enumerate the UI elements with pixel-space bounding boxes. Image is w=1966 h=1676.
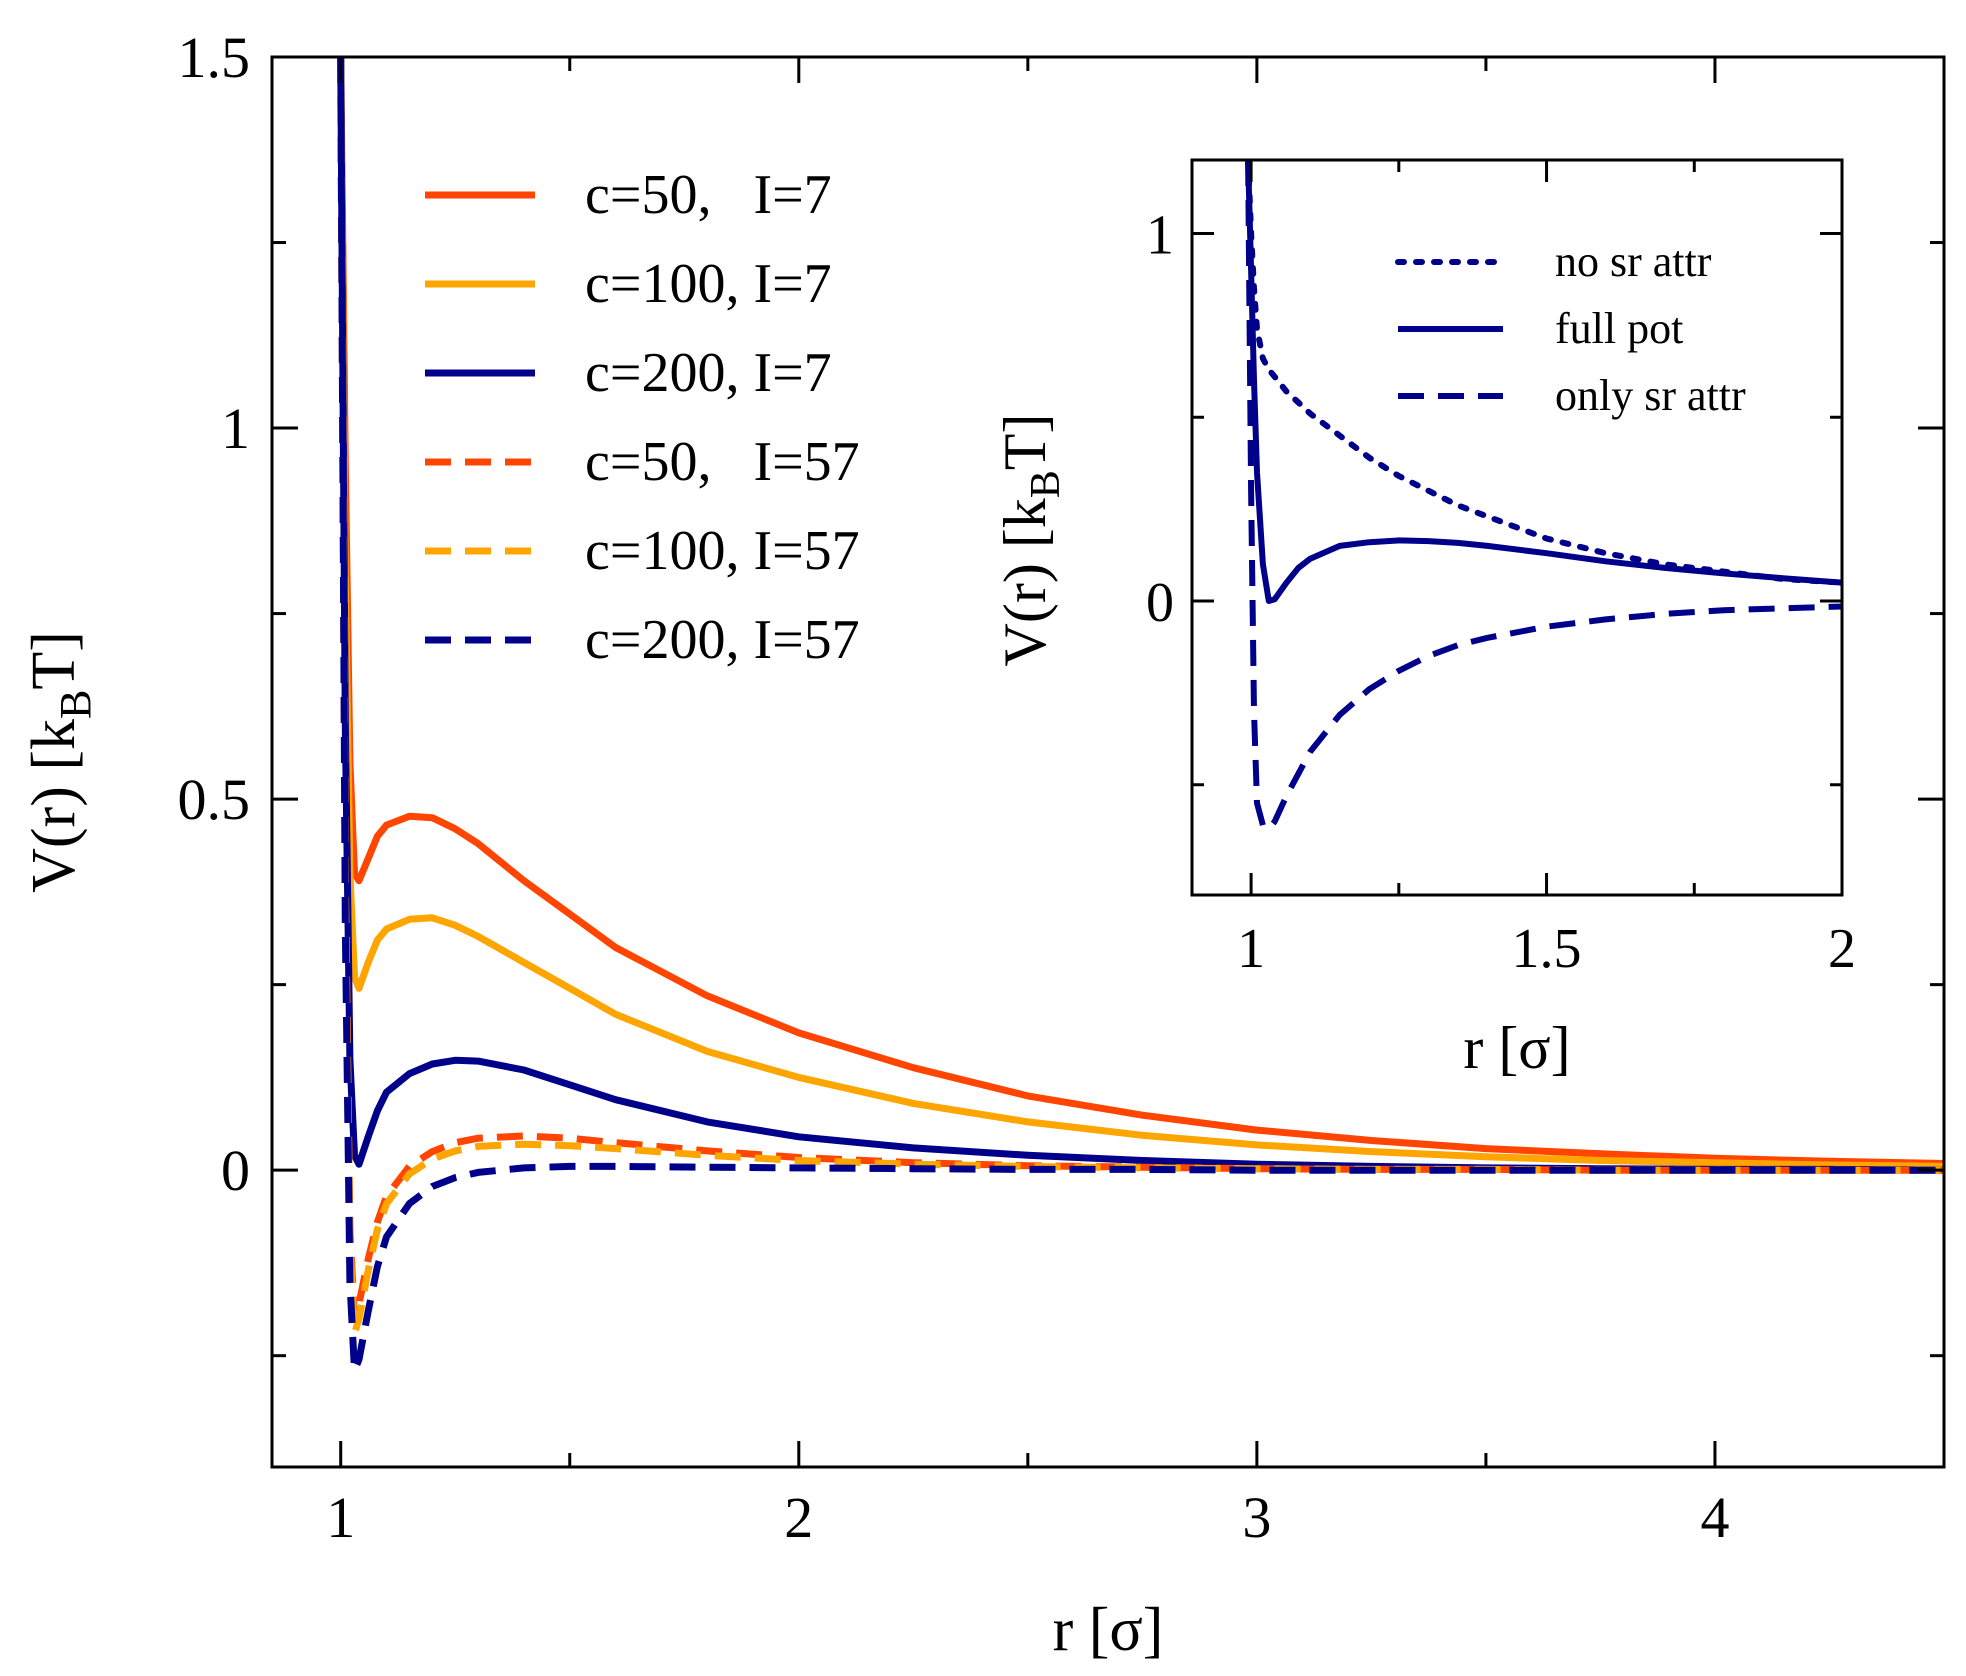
inset-y-tick-label: 0	[1146, 572, 1174, 634]
main-series-line-c-100-i-7	[337, 57, 1944, 1170]
main-legend-label-c-50-i-57: c=50, I=57	[585, 431, 860, 493]
main-legend-label-c-100-i-7: c=100, I=7	[585, 253, 832, 315]
main-x-tick-label: 2	[784, 1485, 813, 1550]
inset-legend-label-full-pot: full pot	[1555, 304, 1683, 353]
inset-x-tick-label: 1.5	[1512, 918, 1582, 980]
main-plot: 1 2 3 400.511.5 r [σ] V(r) [kBT] c=50, I=7c…	[20, 25, 1946, 1664]
main-tick-labels: 1 2 3 4 0 0.5 1 1.5	[178, 25, 1730, 1550]
inset-legend-label-only-sr-attr: only sr attr	[1555, 371, 1746, 420]
main-x-tick-label: 4	[1700, 1485, 1729, 1550]
main-legend-label-c-200-i-7: c=200, I=7	[585, 342, 832, 404]
main-x-tick-label: 1	[326, 1485, 355, 1550]
main-plot-frame	[270, 55, 1946, 1469]
main-series-line-c-50-i-7	[337, 57, 1944, 1167]
inset-series-line-only-sr-attr	[1245, 160, 1842, 832]
inset-tick-labels: 1 1.5 2 0 1	[1146, 205, 1856, 981]
main-legend-label-c-100-i-57: c=100, I=57	[585, 520, 860, 582]
main-legend-label-c-50-i-7: c=50, I=7	[585, 164, 832, 226]
main-legend: c=50, I=7 c=100, I=7 c=200, I=7 c=50, I=57 c…	[425, 164, 860, 671]
inset-x-tick-label: 1	[1237, 918, 1265, 980]
inset-legend: no sr attr full pot only sr attr	[1395, 237, 1746, 420]
main-y-tick-label: 1	[221, 396, 250, 461]
main-y-tick-label: 0	[221, 1138, 250, 1203]
inset-plot-frame	[1190, 158, 1844, 897]
main-y-tick-label: 0.5	[178, 767, 251, 832]
inset-y-tick-label: 1	[1146, 205, 1174, 267]
inset-x-axis-title: r [σ]	[1463, 1015, 1570, 1081]
inset-plot: 1 1.5 2 0 1 r [σ] V(r) [kBT] no sr attr full …	[992, 158, 1856, 1081]
inset-y-axis-title: V(r) [kBT]	[992, 414, 1069, 667]
inset-x-tick-label: 2	[1828, 918, 1856, 980]
main-legend-label-c-200-i-57: c=200, I=57	[585, 609, 860, 671]
main-series-lines	[337, 57, 1944, 1374]
main-series-line-c-200-i-57	[337, 57, 1944, 1374]
main-x-tick-label: 3	[1242, 1485, 1271, 1550]
main-y-axis-title: V(r) [kBT]	[20, 631, 100, 893]
main-y-tick-label: 1.5	[178, 25, 251, 90]
inset-series-line-no-sr-attr	[1245, 160, 1842, 586]
main-x-axis-title: r [σ]	[1053, 1596, 1164, 1664]
inset-legend-label-no-sr-attr: no sr attr	[1555, 237, 1712, 286]
inset-series-lines	[1245, 160, 1842, 832]
inset-series-line-full-pot	[1245, 160, 1842, 604]
